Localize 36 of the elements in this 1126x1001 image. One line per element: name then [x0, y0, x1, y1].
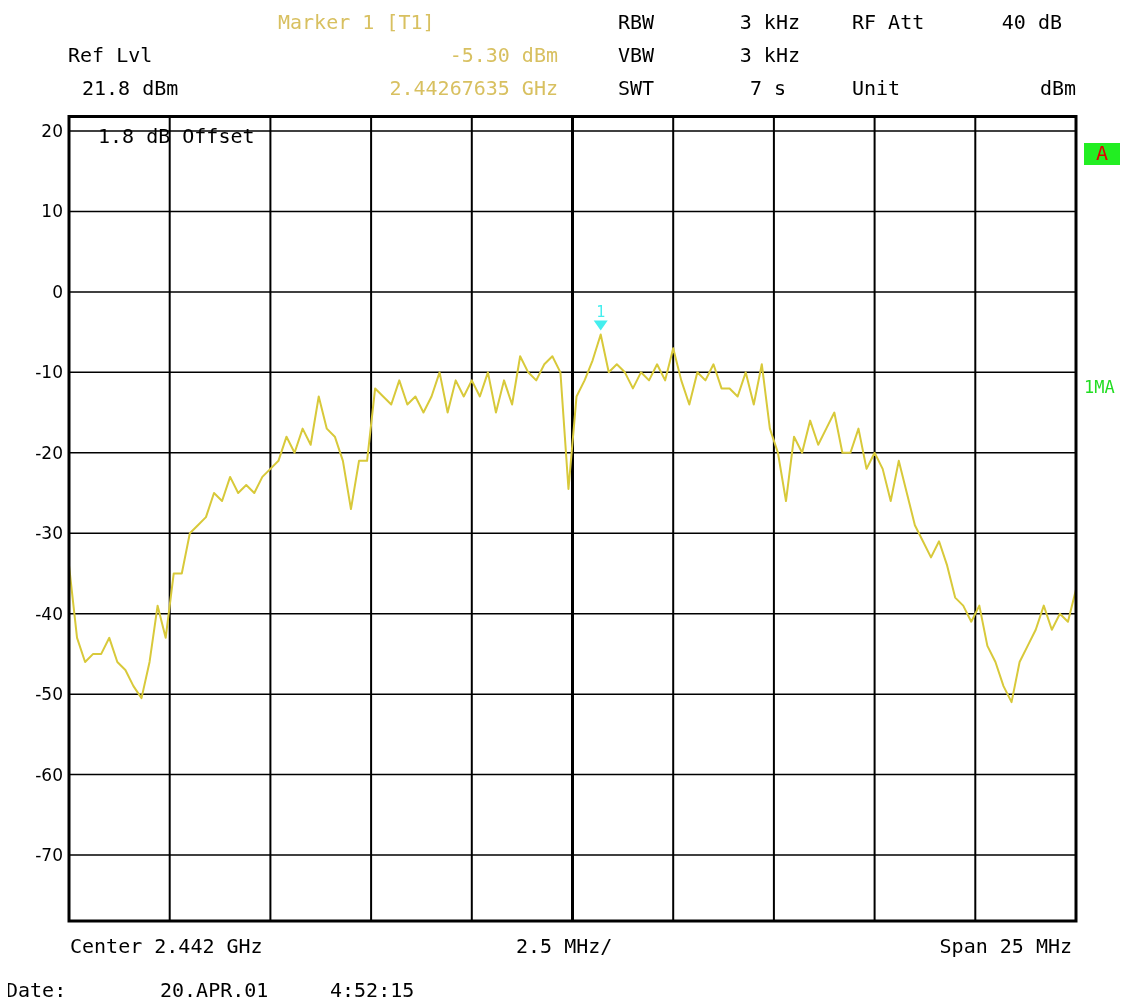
text: 2.5 MHz/ [516, 934, 613, 958]
text: Date: [6, 978, 67, 1001]
text: Center 2.442 GHz [70, 934, 263, 958]
y-tick-label: 20 [41, 120, 63, 141]
y-tick-label: -70 [35, 845, 63, 866]
y-tick-label: -20 [35, 442, 63, 463]
text: Span 25 MHz [939, 934, 1072, 958]
text: 3 kHz [739, 10, 800, 34]
text: 40 dB [1001, 10, 1062, 34]
text: -5.30 dBm [449, 43, 558, 67]
text: 4:52:15 [330, 978, 415, 1001]
y-tick-label: -60 [35, 764, 63, 785]
y-tick-label: -30 [35, 523, 63, 544]
text: Unit [852, 76, 901, 100]
line-series [68, 333, 1077, 704]
annotation: 1 [596, 302, 606, 321]
text: dBm [1039, 76, 1076, 100]
text: A [1095, 141, 1109, 165]
text: RBW [618, 10, 656, 34]
text: 3 kHz [739, 43, 800, 67]
text: 2.44267635 GHz [389, 76, 558, 100]
text: 7 s [749, 76, 786, 100]
text: 20.APR.01 [160, 978, 269, 1001]
text: RF Att [852, 10, 925, 34]
y-tick-label: 10 [41, 201, 63, 222]
text: Marker 1 [T1] [278, 10, 435, 34]
text: SWT [618, 76, 655, 100]
text: Ref Lvl [68, 43, 153, 67]
text: 1MA [1084, 377, 1115, 397]
annotation: 1.8 dB Offset [98, 124, 255, 148]
y-tick-label: -10 [35, 362, 63, 383]
y-tick-label: -40 [35, 603, 63, 624]
y-tick-label: 0 [52, 281, 63, 302]
y-tick-label: -50 [35, 684, 63, 705]
text: 21.8 dBm [82, 76, 179, 100]
text: VBW [618, 43, 656, 67]
